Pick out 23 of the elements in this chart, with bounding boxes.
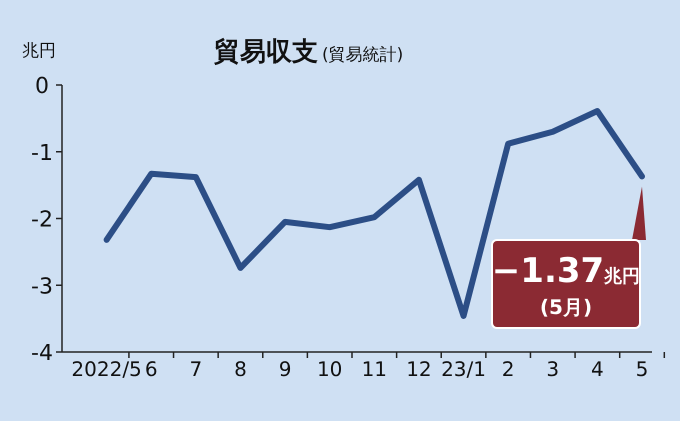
y-tick-label: -2 [31,208,53,232]
x-tick-label: 2 [502,357,515,381]
annotation: −1.37兆円 [492,251,640,291]
y-tick-label: 0 [35,74,49,99]
x-tick-label: 7 [189,357,202,381]
y-tick-label: -1 [31,140,53,166]
chart-title: 貿易収支 [213,37,318,67]
y-tick-label: -4 [31,341,53,366]
y-tick-label: -3 [31,274,53,300]
x-tick-label: 2022/5 [71,357,142,381]
x-tick-label: 5 [636,357,648,381]
x-tick-label: 3 [546,357,560,381]
x-tick-label: 12 [406,357,432,381]
annotation: (5月) [540,295,592,319]
x-tick-label: 10 [316,357,342,381]
chart-subtitle: (貿易統計) [322,45,404,65]
x-tick-label: 23/1 [441,357,486,381]
x-tick-label: 6 [144,357,158,381]
x-tick-label: 9 [278,357,292,381]
x-tick-label: 8 [234,357,247,381]
x-tick-label: 4 [591,357,604,381]
y-axis-title: 兆円 [22,41,56,61]
x-tick-label: 11 [362,357,388,381]
